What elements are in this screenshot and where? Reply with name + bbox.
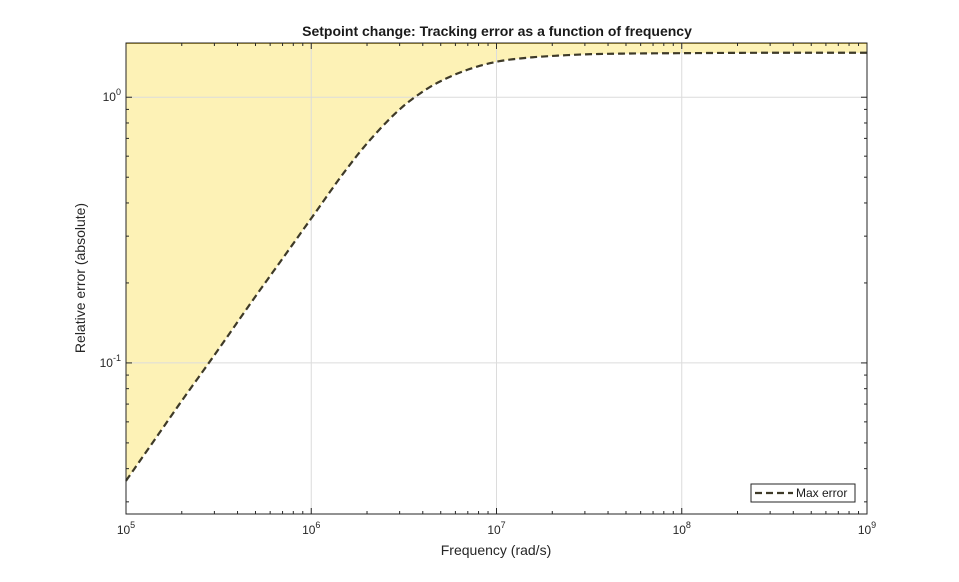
- x-tick-label-exponent: 9: [871, 520, 876, 530]
- x-tick-label: 108: [673, 520, 691, 537]
- x-tick-label-exponent: 8: [686, 520, 691, 530]
- x-tick-label: 107: [487, 520, 505, 537]
- legend: Max error: [750, 483, 856, 503]
- chart-title: Setpoint change: Tracking error as a fun…: [302, 23, 692, 39]
- y-tick-label: 100: [103, 87, 121, 104]
- y-tick-label: 10-1: [100, 353, 121, 370]
- x-tick-label: 109: [858, 520, 876, 537]
- y-axis-label: Relative error (absolute): [72, 203, 88, 353]
- x-tick-label: 106: [302, 520, 320, 537]
- x-axis-label: Frequency (rad/s): [441, 542, 551, 558]
- axis-ticks: [125, 43, 867, 514]
- x-tick-label-base: 10: [858, 523, 872, 537]
- x-tick-label-exponent: 7: [501, 520, 506, 530]
- x-tick-label: 105: [117, 520, 135, 537]
- y-tick-label-exponent: -1: [113, 353, 121, 363]
- x-tick-label-exponent: 5: [130, 520, 135, 530]
- y-tick-label-base: 10: [100, 356, 114, 370]
- legend-box: [750, 483, 856, 503]
- x-tick-label-base: 10: [117, 523, 131, 537]
- x-tick-label-base: 10: [673, 523, 687, 537]
- legend-entry-max-error: Max error: [796, 486, 847, 500]
- x-tick-label-base: 10: [487, 523, 501, 537]
- y-tick-label-base: 10: [103, 90, 117, 104]
- grid-lines: [126, 43, 867, 514]
- x-tick-label-exponent: 6: [315, 520, 320, 530]
- x-tick-label-base: 10: [302, 523, 316, 537]
- y-tick-label-exponent: 0: [116, 87, 121, 97]
- series-line-max-error: [125, 51, 867, 482]
